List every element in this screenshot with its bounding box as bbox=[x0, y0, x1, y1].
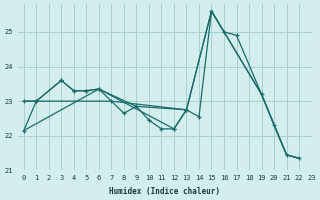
X-axis label: Humidex (Indice chaleur): Humidex (Indice chaleur) bbox=[109, 187, 220, 196]
